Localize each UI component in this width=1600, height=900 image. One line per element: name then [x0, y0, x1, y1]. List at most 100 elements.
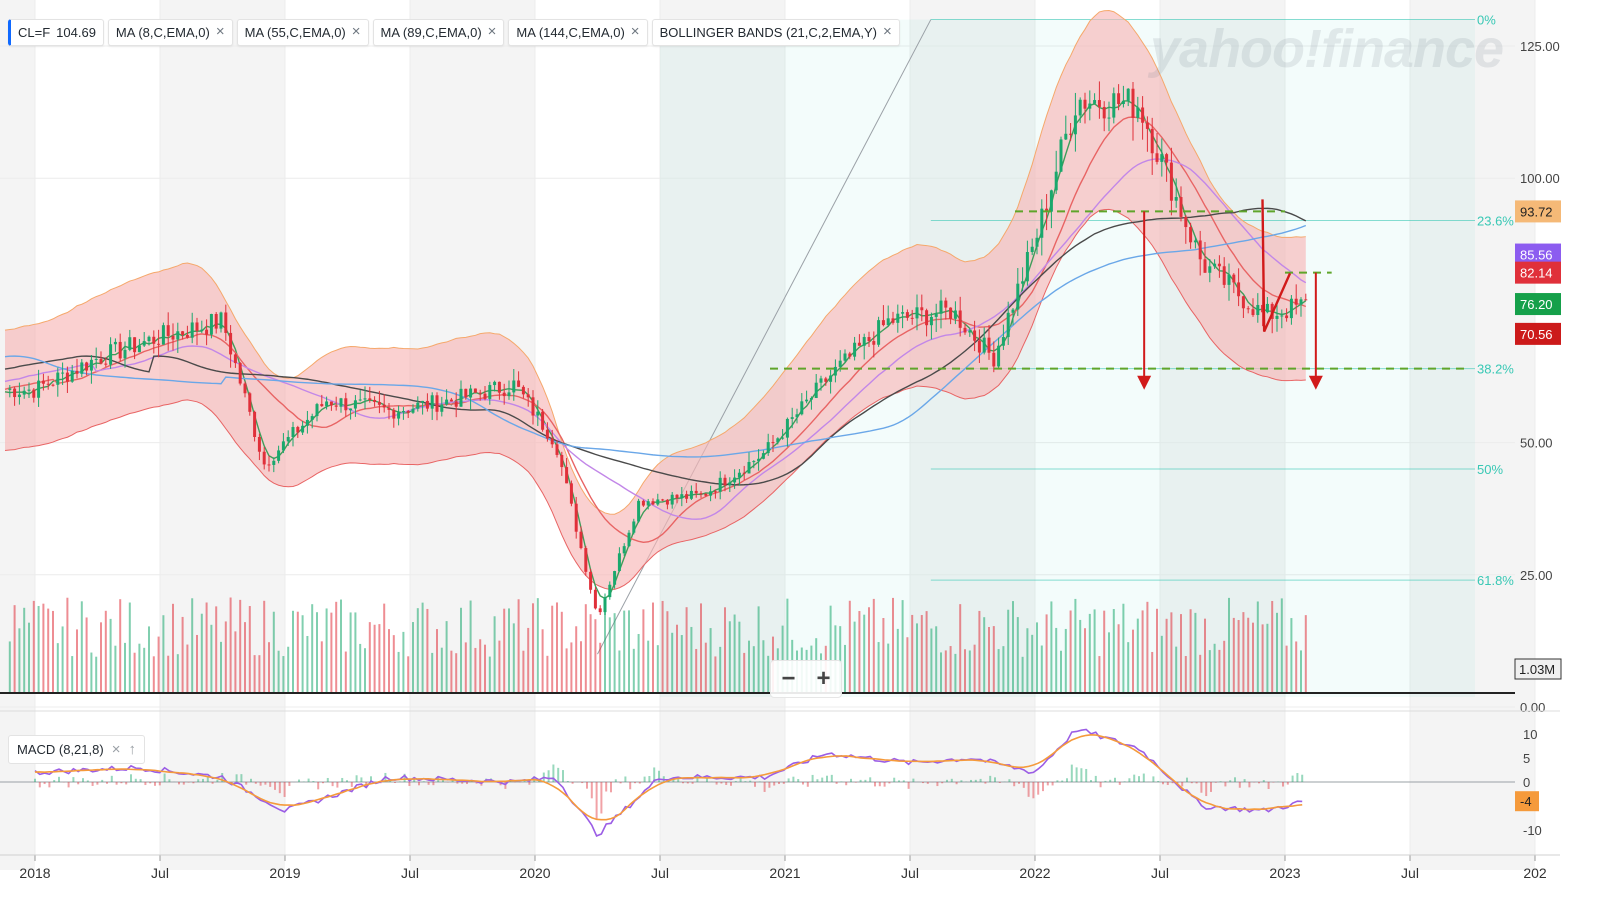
volume-bar — [253, 655, 256, 692]
arrow-up-icon[interactable]: ↑ — [128, 741, 136, 758]
zoom-out-button[interactable]: − — [781, 665, 796, 692]
volume-bar — [767, 655, 770, 692]
indicator-label: MA (89,C,EMA,0) — [380, 24, 482, 40]
indicator-chip-ma89[interactable]: MA (89,C,EMA,0) × — [372, 18, 505, 46]
candle-body — [329, 401, 333, 406]
candle-body — [262, 451, 266, 465]
macd-histogram-bar — [629, 782, 632, 790]
indicator-chip-ma55[interactable]: MA (55,C,EMA,0) × — [236, 18, 369, 46]
candle-body — [449, 399, 453, 402]
candle-body — [133, 337, 137, 353]
volume-badge-label: 1.03M — [1519, 662, 1555, 677]
volume-bar — [589, 614, 592, 692]
volume-bar — [882, 618, 885, 692]
close-icon[interactable]: × — [630, 23, 640, 40]
macd-histogram-bar — [1224, 782, 1227, 787]
candle-body — [137, 345, 141, 353]
volume-bar — [378, 624, 381, 692]
volume-bar — [85, 617, 88, 692]
price-chip[interactable]: CL=F 104.69 — [8, 18, 104, 46]
macd-histogram-bar — [1243, 779, 1246, 782]
macd-histogram-bar — [946, 779, 948, 782]
volume-bar — [1136, 618, 1139, 692]
volume-bar — [676, 624, 678, 692]
candle-body — [99, 358, 103, 364]
volume-bar — [954, 653, 957, 692]
close-icon[interactable]: × — [215, 23, 225, 40]
indicator-chip-ma144[interactable]: MA (144,C,EMA,0) × — [508, 18, 648, 46]
macd-histogram-bar — [1013, 782, 1016, 787]
candle-body — [949, 307, 953, 319]
indicator-label: MA (55,C,EMA,0) — [244, 24, 346, 40]
macd-histogram-bar — [528, 782, 531, 785]
candle-body — [1136, 107, 1140, 118]
volume-bar — [354, 612, 357, 692]
close-icon[interactable]: × — [351, 23, 361, 40]
candle-body — [689, 490, 693, 499]
macd-histogram-bar — [734, 781, 737, 782]
candle-body — [1088, 103, 1092, 109]
candle-body — [1280, 315, 1284, 317]
indicator-chip-ma8[interactable]: MA (8,C,EMA,0) × — [107, 18, 233, 46]
macd-histogram-bar — [163, 773, 166, 782]
candle-body — [1064, 133, 1068, 140]
macd-legend-chip[interactable]: MACD (8,21,8) × ↑ — [8, 735, 145, 764]
volume-bar — [220, 641, 222, 692]
time-tick-label: 2019 — [269, 865, 300, 881]
close-icon[interactable]: × — [487, 23, 497, 40]
candle-body — [670, 494, 674, 505]
macd-histogram-bar — [634, 782, 636, 784]
arrow-right-head — [1308, 375, 1323, 390]
candle-body — [310, 416, 314, 420]
volume-bar — [661, 600, 664, 692]
candle-body — [1198, 240, 1202, 260]
candle-body — [656, 499, 660, 505]
macd-signal-line — [34, 733, 1303, 821]
macd-histogram-bar — [1008, 779, 1011, 782]
volume-bar — [316, 612, 318, 692]
macd-histogram-bar — [821, 777, 824, 782]
volume-bar — [652, 602, 654, 692]
volume-bar — [1064, 628, 1067, 692]
macd-histogram-bar — [283, 782, 286, 797]
volume-bar — [8, 641, 11, 692]
macd-histogram-bar — [547, 770, 550, 782]
volume-bar — [47, 608, 50, 692]
candle-body — [997, 345, 1001, 367]
volume-bar — [541, 629, 544, 692]
macd-histogram-bar — [221, 772, 224, 782]
volume-bar — [1300, 650, 1302, 692]
volume-bar — [191, 598, 194, 692]
macd-histogram-bar — [874, 782, 876, 787]
macd-histogram-bar — [552, 764, 555, 782]
volume-bar — [320, 641, 323, 692]
indicator-chip-bollinger[interactable]: BOLLINGER BANDS (21,C,2,EMA,Y) × — [651, 18, 900, 46]
close-icon[interactable]: × — [883, 23, 892, 40]
volume-bar — [1055, 627, 1058, 692]
volume-bar — [392, 635, 395, 692]
candle-body — [445, 399, 449, 405]
volume-bar — [1228, 597, 1230, 692]
macd-histogram-bar — [888, 782, 891, 784]
volume-bar — [671, 632, 674, 692]
candle-body — [401, 411, 405, 413]
volume-bar — [1290, 618, 1293, 692]
zoom-in-button[interactable]: + — [816, 665, 831, 692]
candle-body — [291, 427, 295, 437]
macd-histogram-bar — [1037, 782, 1040, 795]
volume-bar — [623, 610, 626, 692]
macd-histogram-bar — [1042, 782, 1044, 792]
volume-bar — [1247, 617, 1250, 692]
candle-body — [305, 419, 309, 426]
candle-body — [171, 335, 175, 340]
close-icon[interactable]: × — [111, 741, 121, 758]
macd-histogram-bar — [840, 781, 843, 782]
macd-histogram-bar — [336, 782, 339, 788]
candle-body — [483, 393, 487, 399]
macd-pane: 10 5 0 -10 -4 — [0, 727, 1542, 838]
candle-body — [766, 442, 770, 454]
macd-histogram-bar — [58, 776, 60, 782]
volume-bar — [176, 654, 179, 692]
volume-bar — [1223, 640, 1226, 692]
